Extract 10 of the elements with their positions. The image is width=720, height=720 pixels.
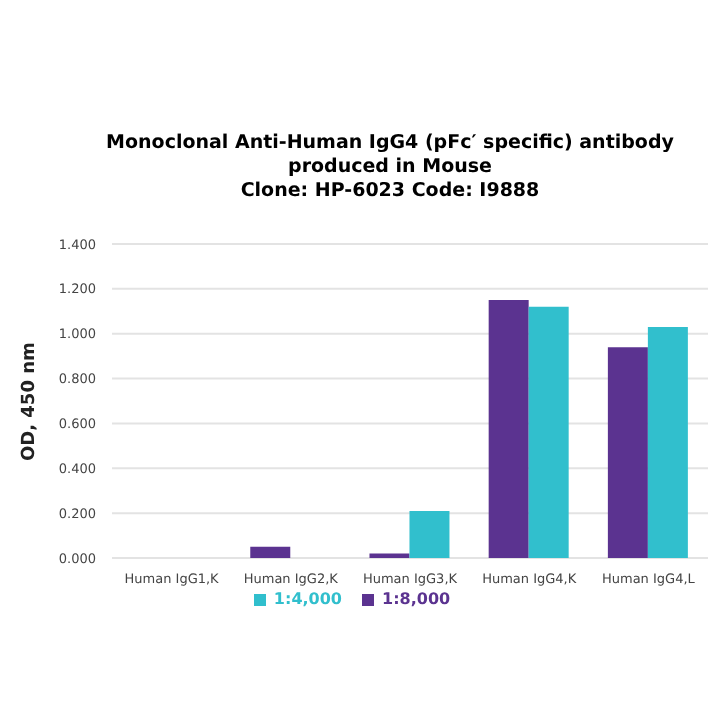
y-axis-title: OD, 450 nm: [20, 342, 41, 461]
bar: [528, 306, 569, 558]
chart-title: Monoclonal Anti-Human IgG4 (pFc′ specific) antibody produced in Mouse Clone: HP-6023 Code: I9888: [104, 132, 676, 204]
bar: [488, 300, 529, 558]
legend-label: 1:4,000: [273, 590, 342, 608]
bar: [607, 347, 648, 558]
bar: [647, 326, 688, 558]
bar: [250, 546, 291, 558]
bar: [409, 510, 450, 558]
legend-label: 1:8,000: [382, 590, 451, 608]
